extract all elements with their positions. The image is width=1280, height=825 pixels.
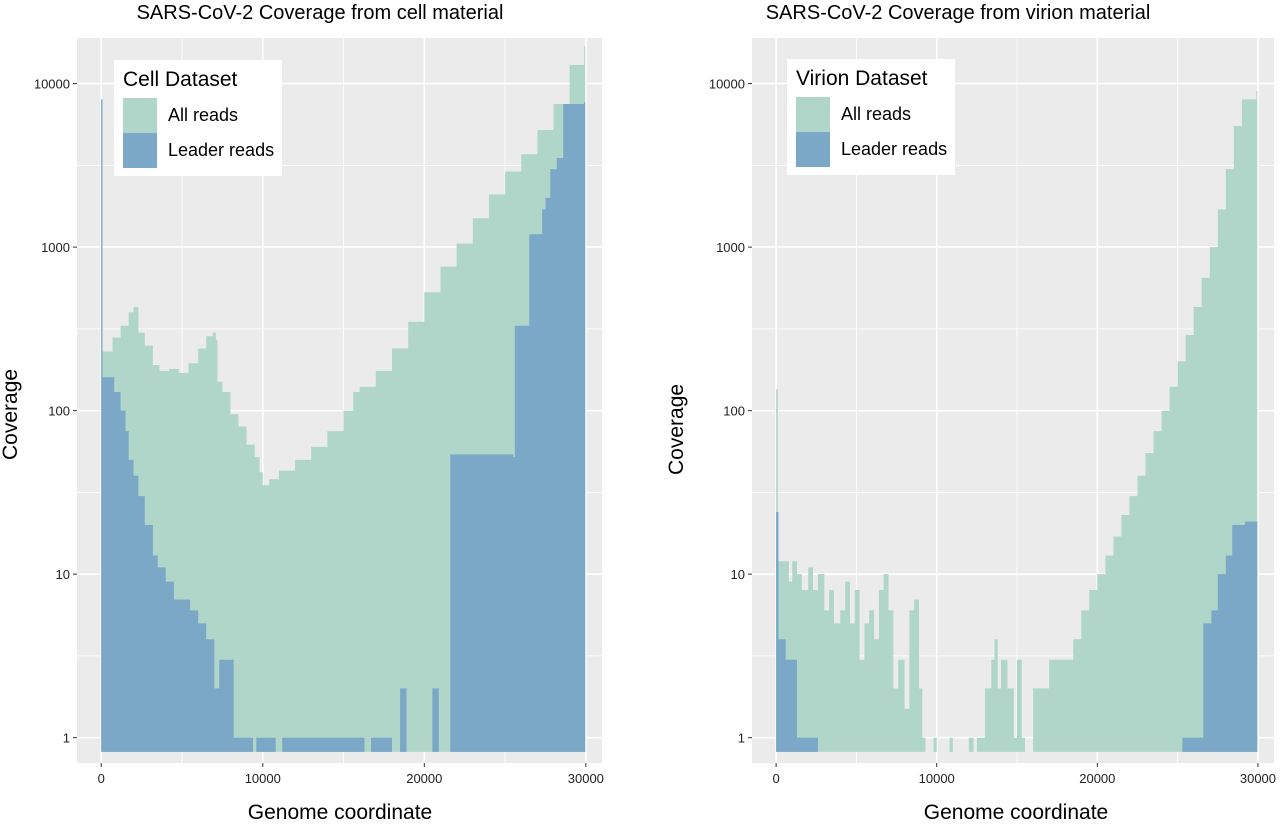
x-tick-label: 10000 bbox=[919, 771, 955, 786]
x-axis-label: Genome coordinate bbox=[247, 801, 433, 824]
legend-label: All reads bbox=[841, 104, 912, 124]
virion-coverage-plot: 0 10000 20000 30000 1 10 100 1000 10000 bbox=[709, 38, 1276, 786]
y-tick-label: 100 bbox=[48, 404, 70, 419]
y-tick-label: 1 bbox=[63, 731, 70, 746]
y-axis-label: Coverage bbox=[0, 368, 22, 460]
x-tick-label: 30000 bbox=[1240, 771, 1276, 786]
legend-item-leader-reads: Leader reads bbox=[796, 132, 947, 167]
y-tick-label: 10 bbox=[731, 567, 745, 582]
area-all-reads bbox=[776, 91, 1258, 752]
legend-label: Leader reads bbox=[841, 139, 948, 159]
x-tick-label: 0 bbox=[98, 771, 105, 786]
x-tick-label: 0 bbox=[772, 771, 779, 786]
y-tick-label: 100 bbox=[723, 404, 745, 419]
legend-label: All reads bbox=[168, 105, 239, 125]
y-tick-label: 1 bbox=[738, 731, 745, 746]
legend-swatch-leader-reads bbox=[796, 132, 830, 167]
legend-label: Leader reads bbox=[168, 140, 275, 160]
legend-item-all-reads: All reads bbox=[123, 98, 274, 133]
legend-item-leader-reads: Leader reads bbox=[123, 133, 274, 168]
cell-coverage-plot: 0 10000 20000 30000 1 10 100 1000 10000 bbox=[34, 38, 604, 786]
legend: Cell Dataset All reads Leader reads bbox=[114, 60, 283, 176]
legend-title: Cell Dataset bbox=[123, 68, 238, 91]
area-leader-reads bbox=[101, 99, 586, 752]
legend-item-all-reads: All reads bbox=[796, 97, 947, 132]
y-tick-label: 1000 bbox=[716, 240, 745, 255]
x-tick-label: 20000 bbox=[1079, 771, 1115, 786]
legend-swatch-all-reads bbox=[796, 97, 830, 132]
y-axis-label: Coverage bbox=[665, 383, 688, 475]
x-axis-label: Genome coordinate bbox=[923, 801, 1109, 824]
y-tick-label: 1000 bbox=[41, 240, 70, 255]
chart-title: SARS-CoV-2 Coverage from cell material bbox=[136, 2, 504, 24]
cell-coverage-panel: SARS-CoV-2 Coverage from cell material 0… bbox=[0, 2, 604, 824]
virion-coverage-panel: SARS-CoV-2 Coverage from virion material… bbox=[640, 0, 1280, 825]
legend-swatch-leader-reads bbox=[123, 133, 157, 168]
legend-swatch-all-reads bbox=[123, 98, 157, 133]
legend-title: Virion Dataset bbox=[796, 67, 928, 90]
x-tick-label: 20000 bbox=[406, 771, 442, 786]
chart-title: SARS-CoV-2 Coverage from virion material bbox=[765, 2, 1151, 24]
area-leader-reads bbox=[776, 512, 1258, 752]
y-tick-label: 10000 bbox=[34, 77, 70, 92]
y-tick-label: 10 bbox=[56, 567, 70, 582]
legend: Virion Dataset All reads Leader reads bbox=[787, 59, 956, 175]
x-tick-label: 30000 bbox=[568, 771, 604, 786]
x-tick-label: 10000 bbox=[245, 771, 281, 786]
y-tick-label: 10000 bbox=[709, 77, 745, 92]
